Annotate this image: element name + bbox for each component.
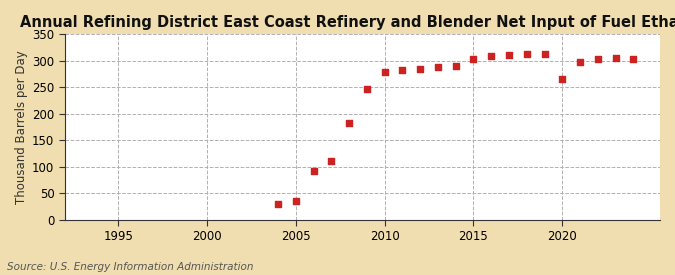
Point <box>344 121 354 125</box>
Point <box>593 57 603 62</box>
Title: Annual Refining District East Coast Refinery and Blender Net Input of Fuel Ethan: Annual Refining District East Coast Refi… <box>20 15 675 30</box>
Point <box>539 51 550 56</box>
Point <box>433 65 443 70</box>
Point <box>290 199 301 203</box>
Point <box>326 158 337 163</box>
Point <box>521 52 532 56</box>
Point <box>414 66 425 71</box>
Point <box>361 87 372 91</box>
Point <box>610 56 621 60</box>
Point <box>557 76 568 81</box>
Point <box>273 202 284 206</box>
Point <box>486 54 497 58</box>
Point <box>504 53 514 57</box>
Point <box>379 70 390 75</box>
Point <box>308 168 319 173</box>
Point <box>574 59 585 64</box>
Point <box>628 57 639 62</box>
Point <box>468 57 479 62</box>
Text: Source: U.S. Energy Information Administration: Source: U.S. Energy Information Administ… <box>7 262 253 272</box>
Y-axis label: Thousand Barrels per Day: Thousand Barrels per Day <box>15 50 28 204</box>
Point <box>397 67 408 72</box>
Point <box>450 64 461 68</box>
